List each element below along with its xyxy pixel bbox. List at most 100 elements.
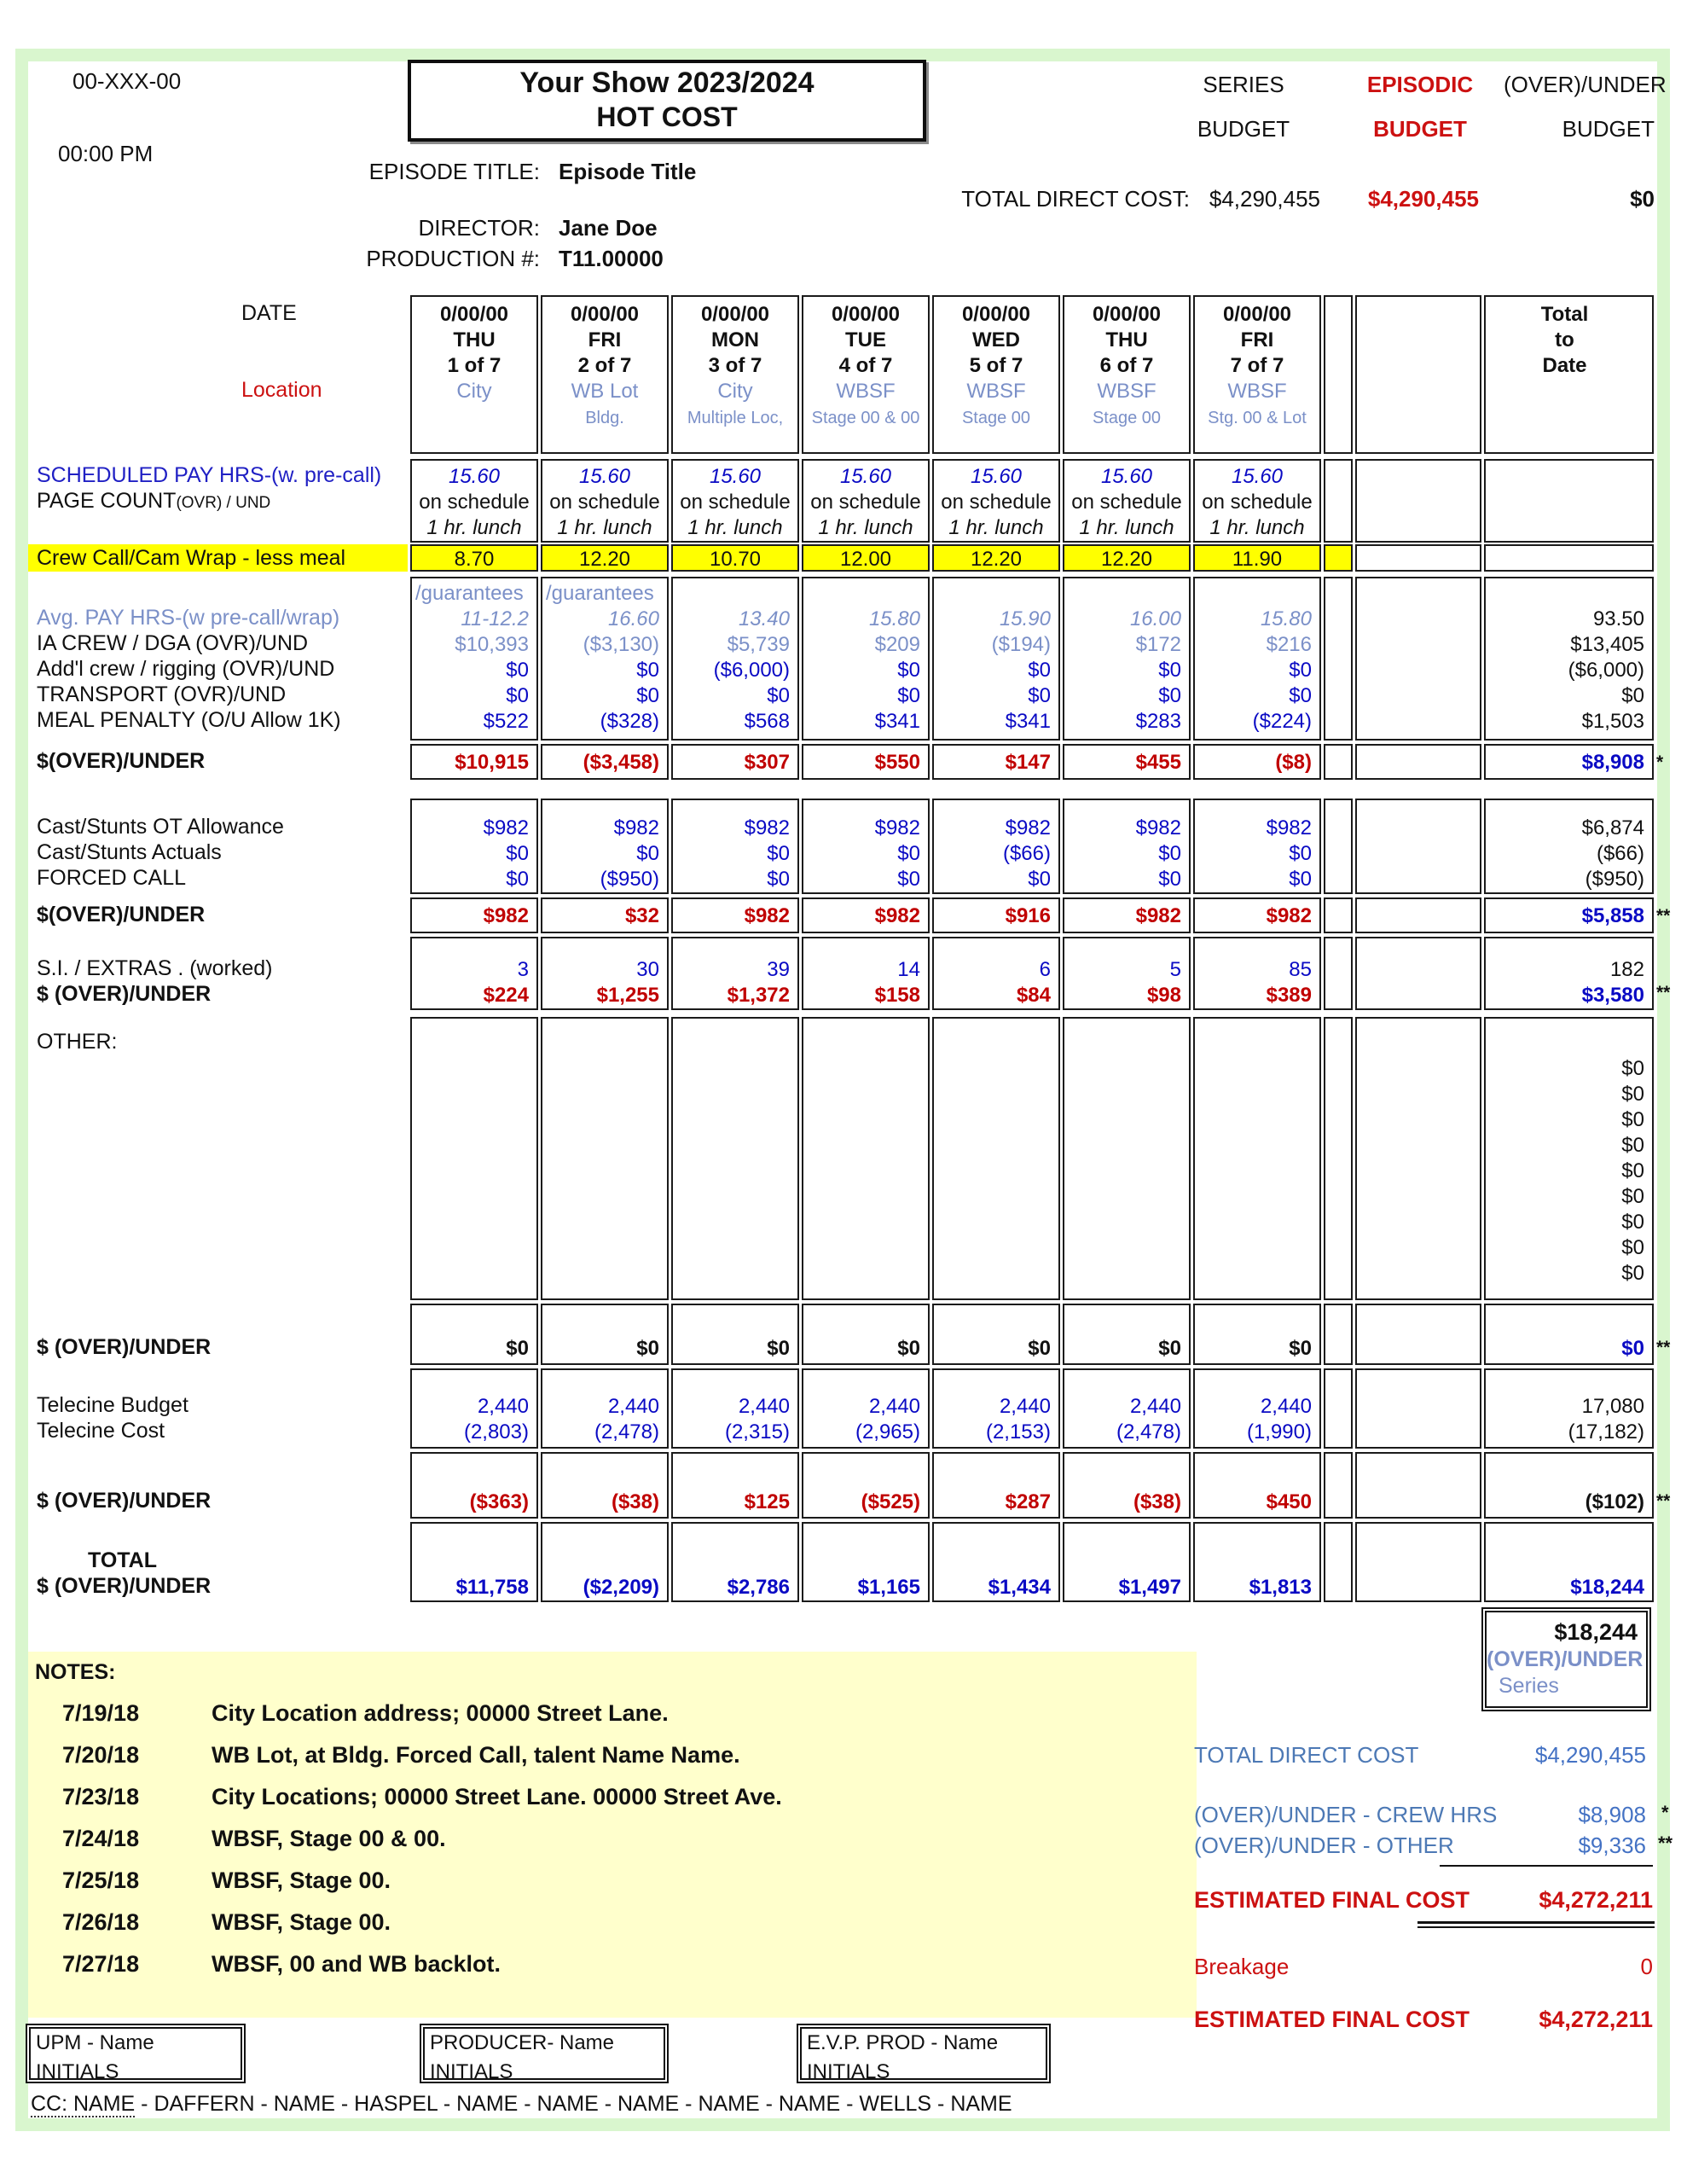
section-cast-stunts: Cast/Stunts OT Allowance Cast/Stunts Actu… [28, 799, 1678, 894]
upm-name: UPM - Name [36, 2031, 154, 2054]
director-value: Jane Doe [559, 215, 658, 241]
date-header-day-7: 0/00/00 FRI 7 of 7 WBSF Stg. 00 & Lot [1193, 295, 1321, 454]
crew-hours-ou-marker: * [1656, 752, 1664, 772]
scheduled-spacer-col [1324, 459, 1353, 543]
crew-call-marker [1656, 544, 1678, 572]
over-under-series-sub: Series [1499, 1674, 1559, 1698]
crew-hours-marker [1656, 577, 1678, 741]
crew-hours-ou-day-1: $10,915 [410, 744, 538, 780]
cast-stunts-ou-marker: ** [1656, 906, 1671, 926]
series-column-label: SERIES [1203, 72, 1284, 97]
telecine-day-4: 2,440 (2,965) [802, 1368, 930, 1449]
cast-stunts-extra-col [1355, 799, 1481, 894]
cast-stunts-ou-extra-col [1355, 897, 1481, 933]
note-text: WB Lot, at Bldg. Forced Call, talent Nam… [212, 1742, 740, 1768]
director-label: DIRECTOR: [418, 215, 540, 241]
evp-prod-name: E.V.P. PROD - Name [807, 2031, 999, 2054]
summary-ou-crew-label: (OVER)/UNDER - CREW HRS [1194, 1802, 1498, 1827]
si-extras-day-7: 85 $389 [1193, 937, 1321, 1010]
crew-hours-ou-day-3: $307 [671, 744, 799, 780]
summary-ou-crew-value: $8,908 [1578, 1802, 1646, 1827]
date-header-total: Total to Date [1484, 295, 1654, 454]
other-ou-day-4: $0 [802, 1304, 930, 1365]
producer-signature-box: PRODUCER- Name INITIALS [420, 2024, 669, 2083]
telecine-ou-day-7: $450 [1193, 1452, 1321, 1519]
cast-stunts-day-5: $982 ($66) $0 [932, 799, 1060, 894]
scheduled-day-4: 15.60 on schedule 1 hr. lunch [802, 459, 930, 543]
other-ou-spacer-col [1324, 1304, 1353, 1365]
si-extras-extra-col [1355, 937, 1481, 1010]
grand-total-marker [1656, 1522, 1678, 1602]
estimated-final-cost2-label: ESTIMATED FINAL COST [1194, 2007, 1470, 2032]
telecine-day-6: 2,440 (2,478) [1063, 1368, 1191, 1449]
episode-title-label: EPISODE TITLE: [368, 159, 540, 184]
over-under-series-label: (OVER)/UNDER [1487, 1647, 1644, 1671]
note-row: 7/26/18 WBSF, Stage 00. [28, 1894, 1197, 1936]
si-extras-labels: S.I. / EXTRAS . (worked) $ (OVER)/UNDER [37, 956, 273, 1006]
summary-subtotal-rule [1440, 1865, 1653, 1867]
cast-stunts-ou-spacer-col [1324, 897, 1353, 933]
episodic-column-label: EPISODIC [1366, 72, 1474, 97]
si-extras-day-2: 30 $1,255 [541, 937, 669, 1010]
cast-stunts-day-4: $982 $0 $0 [802, 799, 930, 894]
crew-hours-day-6: 16.00 $172 $0 $0 $283 [1063, 577, 1191, 741]
summary-total-direct-cost-label: TOTAL DIRECT COST [1194, 1742, 1419, 1768]
cast-stunts-day-6: $982 $0 $0 [1063, 799, 1191, 894]
telecine-extra-col [1355, 1368, 1481, 1449]
scheduled-day-2: 15.60 on schedule 1 hr. lunch [541, 459, 669, 543]
cast-stunts-day-7: $982 $0 $0 [1193, 799, 1321, 894]
date-header-day-2: 0/00/00 FRI 2 of 7 WB Lot Bldg. [541, 295, 669, 454]
section-crew-hours-ou: $(OVER)/UNDER $10,915 ($3,458) $307 $550 $147… [28, 744, 1678, 780]
si-extras-day-3: 39 $1,372 [671, 937, 799, 1010]
date-header-extra-col [1355, 295, 1481, 454]
other-ou-day-3: $0 [671, 1304, 799, 1365]
cast-stunts-ou-day-1: $982 [410, 897, 538, 933]
other-day-6 [1063, 1017, 1191, 1300]
section-telecine-ou: $ (OVER)/UNDER ($363) ($38) $125 ($525) $287(… [28, 1452, 1678, 1519]
note-row: 7/25/18 WBSF, Stage 00. [28, 1852, 1197, 1894]
telecine-ou-day-5: $287 [932, 1452, 1060, 1519]
producer-initials: INITIALS [430, 2060, 513, 2083]
telecine-day-5: 2,440 (2,153) [932, 1368, 1060, 1449]
cast-stunts-ou-day-3: $982 [671, 897, 799, 933]
summary-ou-crew-marker: * [1661, 1802, 1669, 1823]
cast-stunts-spacer-col [1324, 799, 1353, 894]
production-number-value: T11.00000 [559, 246, 664, 271]
over-under-budget-label: BUDGET [1562, 116, 1655, 142]
crew-hours-ou-day-5: $147 [932, 744, 1060, 780]
grand-total-day-7: $1,813 [1193, 1522, 1321, 1602]
crew-hours-day-2: /guarantees 16.60 ($3,130) $0 $0 ($328) [541, 577, 669, 741]
note-date: 7/20/18 [62, 1742, 140, 1768]
cc-prefix: CC: NAME [31, 2092, 136, 2117]
summary-ou-other-label: (OVER)/UNDER - OTHER [1194, 1833, 1454, 1858]
breakage-value: 0 [1640, 1954, 1653, 1979]
evp-prod-signature-box: E.V.P. PROD - Name INITIALS [797, 2024, 1051, 2083]
cast-stunts-ou-day-5: $916 [932, 897, 1060, 933]
episode-title-value: Episode Title [559, 159, 697, 184]
date-header-day-6: 0/00/00 THU 6 of 7 WBSF Stage 00 [1063, 295, 1191, 454]
crew-hours-labels: Avg. PAY HRS-(w pre-call/wrap) IA CREW / … [37, 606, 341, 732]
estimated-final-cost2-value: $4,272,211 [1539, 2007, 1653, 2032]
summary-ou-other-marker: ** [1658, 1833, 1673, 1854]
page-border-frame [15, 49, 1670, 2131]
cast-stunts-ou-day-7: $982 [1193, 897, 1321, 933]
telecine-marker [1656, 1368, 1678, 1449]
telecine-ou-day-2: ($38) [541, 1452, 669, 1519]
telecine-total: 17,080 (17,182) [1484, 1368, 1654, 1449]
over-under-column-label: (OVER)/UNDER [1504, 72, 1667, 97]
crew-hours-extra-col [1355, 577, 1481, 741]
crew-call-total [1484, 544, 1654, 572]
crew-hours-ou-day-4: $550 [802, 744, 930, 780]
section-other: OTHER: $0 $0 $0 $0 $0 $0 $0 $0 $0 [28, 1017, 1678, 1300]
other-day-4 [802, 1017, 930, 1300]
cast-stunts-labels: Cast/Stunts OT Allowance Cast/Stunts Actu… [37, 815, 284, 890]
note-date: 7/24/18 [62, 1826, 140, 1851]
telecine-ou-marker: ** [1656, 1491, 1671, 1511]
other-ou-day-5: $0 [932, 1304, 1060, 1365]
crew-call-day-6: 12.20 [1063, 544, 1191, 572]
si-extras-day-5: 6 $84 [932, 937, 1060, 1010]
scheduled-day-6: 15.60 on schedule 1 hr. lunch [1063, 459, 1191, 543]
note-date: 7/25/18 [62, 1867, 140, 1893]
grand-total-spacer-col [1324, 1522, 1353, 1602]
other-ou-day-6: $0 [1063, 1304, 1191, 1365]
